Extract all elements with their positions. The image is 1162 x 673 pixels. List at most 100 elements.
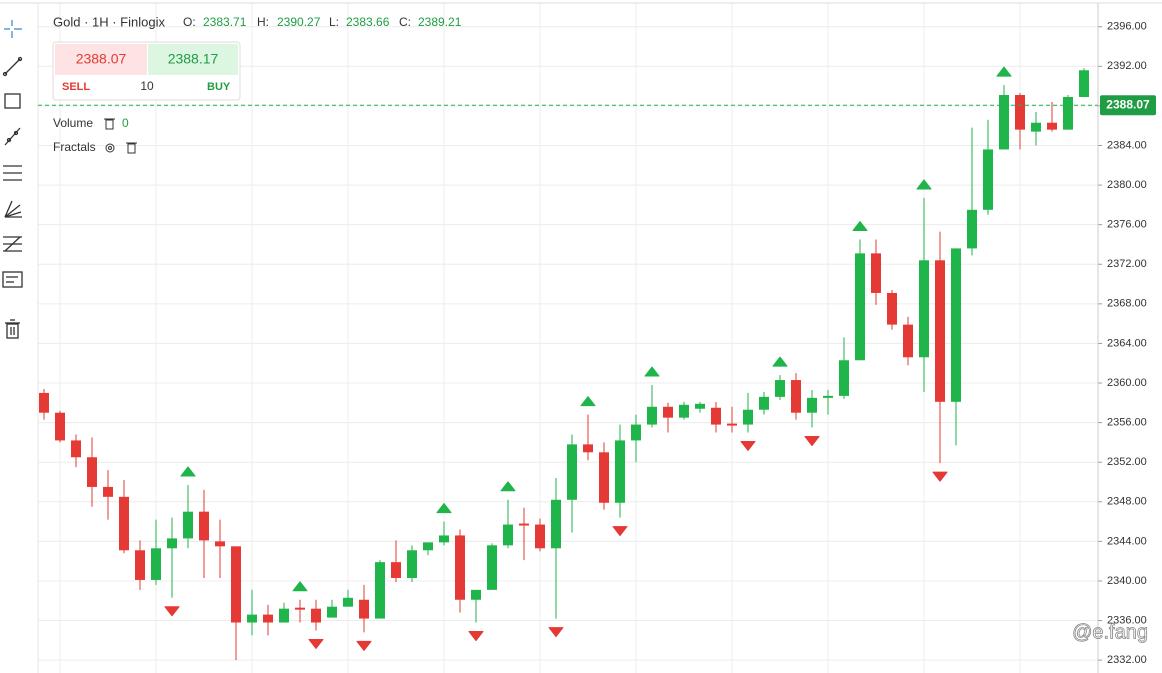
candle-body xyxy=(503,524,513,546)
candle-body xyxy=(887,292,897,325)
candle-body xyxy=(567,444,577,500)
sell-button[interactable]: SELL xyxy=(62,81,90,93)
candle-body xyxy=(423,542,433,551)
candle-body xyxy=(183,511,193,539)
candle-body xyxy=(679,404,689,418)
candle-body xyxy=(775,380,785,397)
candle-body xyxy=(551,499,561,549)
candle-body xyxy=(839,360,849,396)
candle-body xyxy=(279,608,289,623)
candle-body xyxy=(663,406,673,418)
candle-body xyxy=(599,452,609,503)
quantity: 10 xyxy=(140,79,154,93)
y-tick-label: 2344.00 xyxy=(1107,535,1147,547)
ohlc-label: C: xyxy=(399,15,411,29)
candle-body xyxy=(1063,96,1073,130)
fractal-up xyxy=(996,66,1012,77)
candle-body xyxy=(967,209,977,249)
ohlc-label: L: xyxy=(329,15,339,29)
watermark: @e.fang xyxy=(1072,621,1148,643)
y-tick-label: 2384.00 xyxy=(1107,139,1147,151)
ohlc-value: 2390.27 xyxy=(277,15,321,29)
candle-body xyxy=(983,149,993,210)
channel-tool[interactable] xyxy=(3,165,22,181)
candle-body xyxy=(631,424,641,441)
fractal-down xyxy=(468,631,484,642)
candle-body xyxy=(711,407,721,425)
candle-body xyxy=(615,440,625,503)
fractal-up xyxy=(500,481,516,492)
candle-body xyxy=(999,95,1009,150)
fractal-down xyxy=(612,526,628,537)
fan-tool[interactable] xyxy=(4,200,22,218)
candle-body xyxy=(215,541,225,547)
candle-body xyxy=(935,260,945,402)
candle-body xyxy=(167,538,177,549)
candle-body xyxy=(471,589,481,600)
candle-body xyxy=(71,440,81,458)
buy-button[interactable]: BUY xyxy=(207,81,231,93)
trash-icon[interactable] xyxy=(126,142,137,154)
y-tick-label: 2364.00 xyxy=(1107,337,1147,349)
buy-price: 2388.17 xyxy=(168,51,219,67)
indicator-name: Volume xyxy=(53,116,93,130)
fractal-down xyxy=(308,638,324,649)
candle-body xyxy=(487,545,497,590)
ray-tool[interactable] xyxy=(4,127,21,146)
buy-area[interactable] xyxy=(148,44,238,75)
fractal-up xyxy=(180,466,196,477)
fractal-up xyxy=(292,581,308,592)
ohlc-label: H: xyxy=(257,15,269,29)
candle-body xyxy=(535,524,545,549)
candle-body xyxy=(407,550,417,578)
y-tick-label: 2376.00 xyxy=(1107,219,1147,231)
candle-body xyxy=(327,606,337,618)
candle-body xyxy=(311,608,321,623)
fractal-up xyxy=(772,356,788,367)
candle-body xyxy=(919,260,929,358)
y-tick-label: 2356.00 xyxy=(1107,417,1147,429)
fib-tool[interactable] xyxy=(3,236,22,252)
candle-body xyxy=(519,523,529,526)
y-tick-label: 2352.00 xyxy=(1107,456,1147,468)
candle-body xyxy=(647,406,657,425)
note-tool[interactable] xyxy=(2,271,23,288)
y-tick-label: 2340.00 xyxy=(1107,575,1147,587)
y-tick-label: 2392.00 xyxy=(1107,60,1147,72)
quantity-input[interactable] xyxy=(97,77,197,97)
candle-body xyxy=(87,457,97,487)
fractal-up xyxy=(916,179,932,190)
candle-body xyxy=(135,550,145,580)
sell-price: 2388.07 xyxy=(76,51,127,67)
line-tool[interactable] xyxy=(2,56,23,77)
candle-body xyxy=(119,496,129,551)
candle-body xyxy=(263,614,273,623)
candle-body xyxy=(727,423,737,426)
trash-icon[interactable] xyxy=(104,118,115,130)
crosshair-tool[interactable] xyxy=(4,20,22,38)
settings-icon[interactable] xyxy=(105,143,115,153)
rect-tool[interactable] xyxy=(4,93,21,109)
fractal-down xyxy=(548,627,564,638)
candle-body xyxy=(199,511,209,541)
candle-body xyxy=(807,397,817,413)
toolbar xyxy=(2,20,23,339)
candle-body xyxy=(1079,70,1089,97)
fractal-down xyxy=(356,640,372,651)
indicator-value: 0 xyxy=(122,116,129,130)
candle-body xyxy=(823,395,833,398)
candle-body xyxy=(871,253,881,293)
candle-body xyxy=(1047,122,1057,130)
delete-tool[interactable] xyxy=(5,319,20,339)
fractal-down xyxy=(932,471,948,482)
fractal-down xyxy=(804,436,820,447)
candle-body xyxy=(743,409,753,425)
candle-body xyxy=(855,253,865,361)
sell-area[interactable] xyxy=(55,44,147,75)
candle-body xyxy=(231,546,241,623)
y-tick-label: 2396.00 xyxy=(1107,21,1147,33)
y-tick-label: 2368.00 xyxy=(1107,298,1147,310)
candle-body xyxy=(39,392,49,413)
y-tick-label: 2348.00 xyxy=(1107,496,1147,508)
